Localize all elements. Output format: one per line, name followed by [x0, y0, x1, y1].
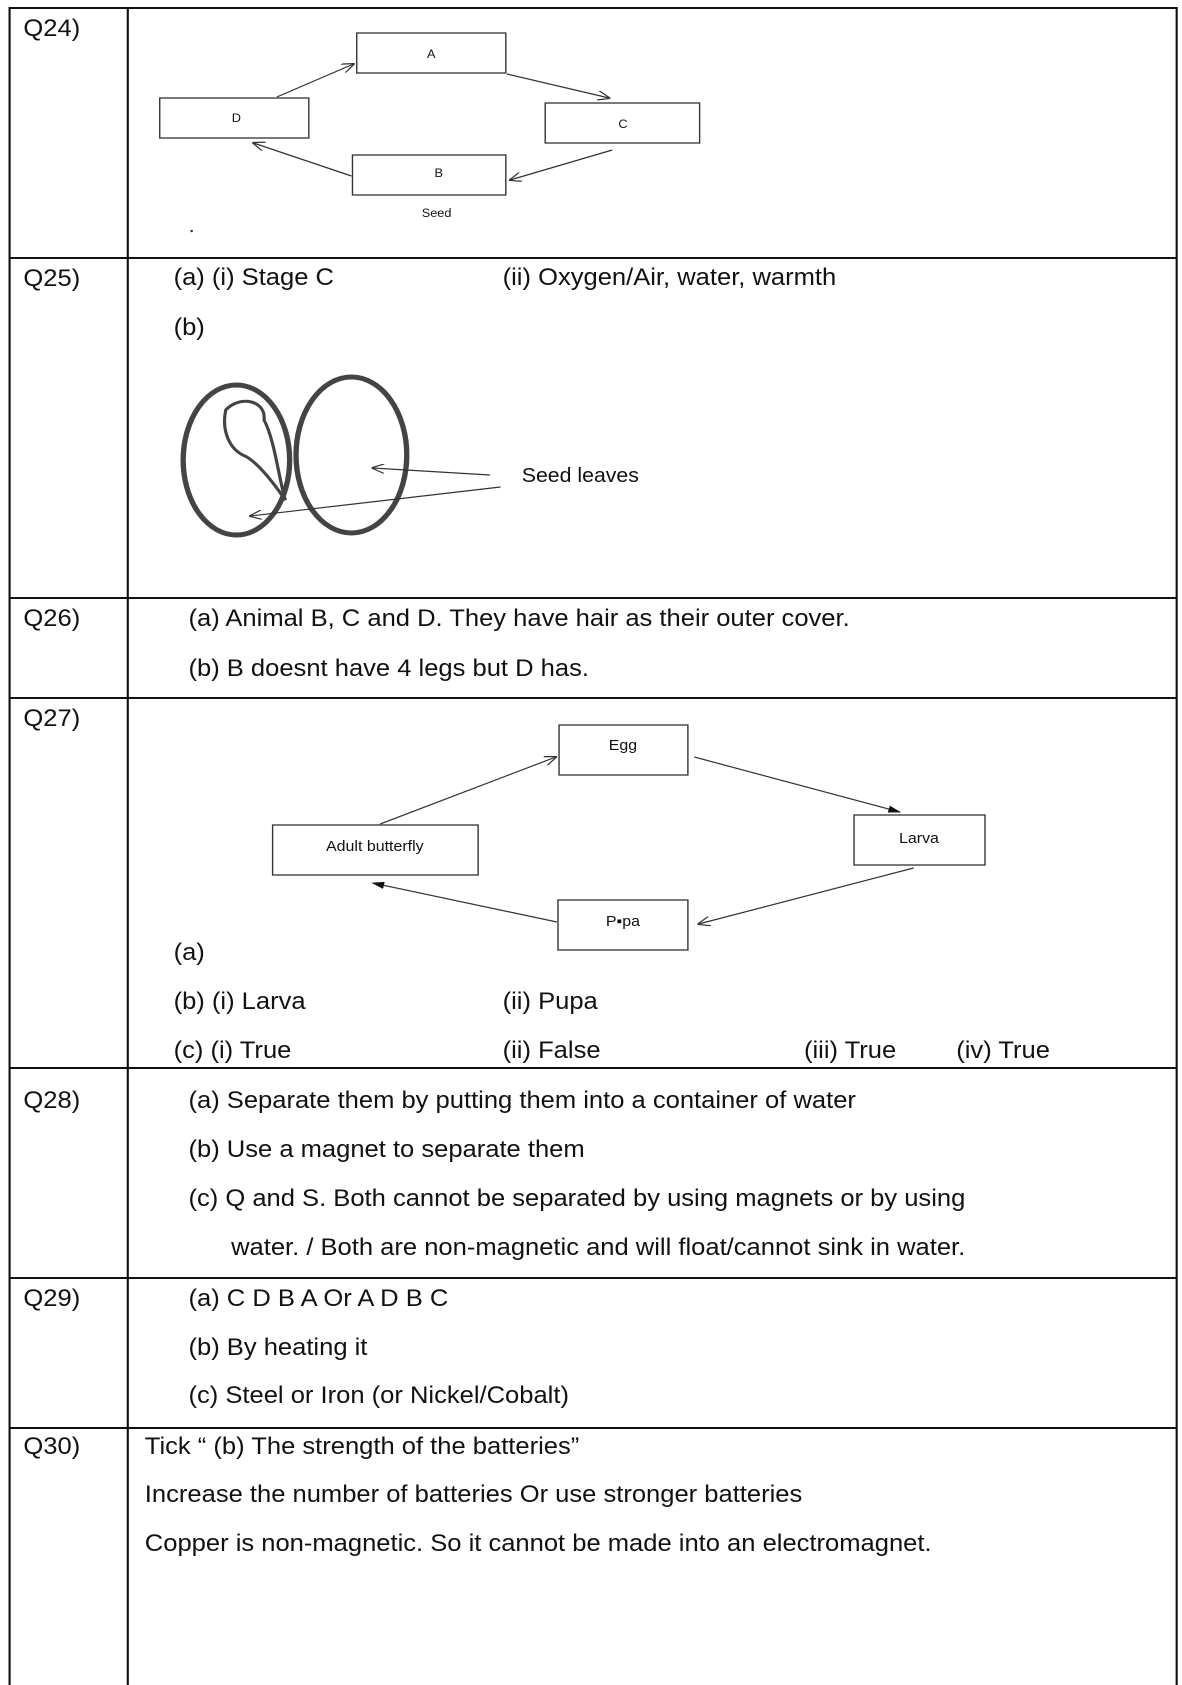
row-label: Q30) — [23, 1434, 80, 1460]
answer-text: Tick “ (b) The strength of the batteries… — [145, 1434, 579, 1460]
note: Seed — [422, 206, 452, 220]
table-grid — [8, 7, 1178, 1685]
row-label: Q26) — [23, 606, 80, 632]
life-cycle-diagram: A D C B Seed — [159, 32, 701, 233]
box-label: Adult butterfly — [326, 838, 424, 854]
answer-text: (a) — [174, 940, 205, 966]
row-label: Q25) — [23, 266, 80, 292]
answer-text: (c) (i) True — [174, 1038, 292, 1064]
answer-text: (iii) True — [804, 1038, 896, 1064]
answer-text: water. / Both are non-magnetic and will … — [230, 1235, 965, 1261]
seed-drawing: Seed leaves — [180, 374, 639, 538]
box-label: A — [427, 47, 436, 61]
row-label: Q24) — [23, 16, 80, 42]
box-label: C — [618, 117, 627, 131]
answer-text: (ii) Oxygen/Air, water, warmth — [503, 265, 837, 291]
box-label: B — [434, 166, 443, 180]
box-label: P▪pa — [606, 913, 640, 929]
answer-text: (b) By heating it — [188, 1335, 367, 1361]
answer-text: (a) C D B A Or A D B C — [188, 1286, 448, 1312]
butterfly-cycle: Egg Larva P▪pa Adult butterfly — [271, 724, 986, 951]
answer-text: (c) Q and S. Both cannot be separated by… — [188, 1186, 965, 1212]
answer-text: (ii) False — [503, 1038, 601, 1064]
box-label: D — [232, 111, 241, 125]
diagram-label: Seed leaves — [522, 465, 639, 487]
answer-text: (a) Animal B, C and D. They have hair as… — [188, 606, 849, 632]
answer-text: (iv) True — [956, 1038, 1050, 1064]
answer-text: Copper is non-magnetic. So it cannot be … — [145, 1531, 932, 1557]
answer-text: (c) Steel or Iron (or Nickel/Cobalt) — [188, 1383, 568, 1409]
row-label: Q29) — [23, 1286, 80, 1312]
answer-text: (a) (i) Stage C — [174, 265, 334, 291]
row-label: Q27) — [23, 706, 80, 732]
box-label: Egg — [609, 737, 637, 753]
row-label: Q28) — [23, 1088, 80, 1114]
box-label: Larva — [899, 830, 939, 846]
answer-text: Increase the number of batteries Or use … — [145, 1482, 802, 1508]
answer-text: (b) Use a magnet to separate them — [188, 1137, 584, 1163]
answer-text: (b) — [174, 315, 205, 341]
answer-text: (b) (i) Larva — [174, 989, 306, 1015]
answer-text: (b) B doesnt have 4 legs but D has. — [188, 656, 588, 682]
answer-text: (a) Separate them by putting them into a… — [188, 1088, 855, 1114]
answer-text: (ii) Pupa — [503, 989, 598, 1015]
